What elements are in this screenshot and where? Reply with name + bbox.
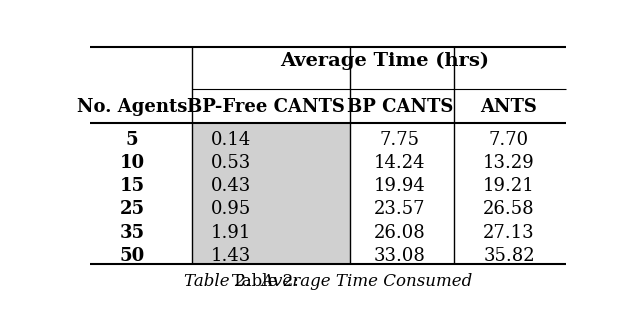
Text: 26.58: 26.58 (483, 200, 535, 218)
Text: 0.14: 0.14 (211, 131, 252, 149)
Text: 33.08: 33.08 (374, 247, 426, 265)
Text: 0.95: 0.95 (211, 200, 252, 218)
Text: BP CANTS: BP CANTS (347, 98, 453, 115)
Text: 35: 35 (120, 224, 145, 242)
Text: BP-Free CANTS: BP-Free CANTS (187, 98, 345, 115)
Text: 19.21: 19.21 (483, 177, 535, 195)
Text: 27.13: 27.13 (483, 224, 535, 242)
Text: Table 2:  Average Time Consumed: Table 2: Average Time Consumed (184, 273, 472, 290)
Text: 19.94: 19.94 (374, 177, 426, 195)
Text: 26.08: 26.08 (374, 224, 426, 242)
Text: Average Time (hrs): Average Time (hrs) (280, 52, 490, 70)
Text: 25: 25 (120, 200, 145, 218)
Text: No. Agents: No. Agents (77, 98, 188, 115)
Text: 5: 5 (126, 131, 138, 149)
Text: 7.75: 7.75 (380, 131, 420, 149)
Text: 0.53: 0.53 (211, 154, 252, 172)
Text: 10: 10 (120, 154, 145, 172)
Text: Table 2:: Table 2: (232, 273, 298, 290)
Text: 7.70: 7.70 (489, 131, 529, 149)
Text: 1.91: 1.91 (211, 224, 252, 242)
Text: 14.24: 14.24 (374, 154, 426, 172)
Text: 0.43: 0.43 (211, 177, 252, 195)
Bar (192, 123, 350, 264)
Text: 50: 50 (120, 247, 145, 265)
Text: 13.29: 13.29 (483, 154, 535, 172)
Text: ANTS: ANTS (481, 98, 538, 115)
Text: 1.43: 1.43 (211, 247, 252, 265)
Text: 35.82: 35.82 (483, 247, 535, 265)
Text: 23.57: 23.57 (374, 200, 426, 218)
Text: 15: 15 (120, 177, 145, 195)
